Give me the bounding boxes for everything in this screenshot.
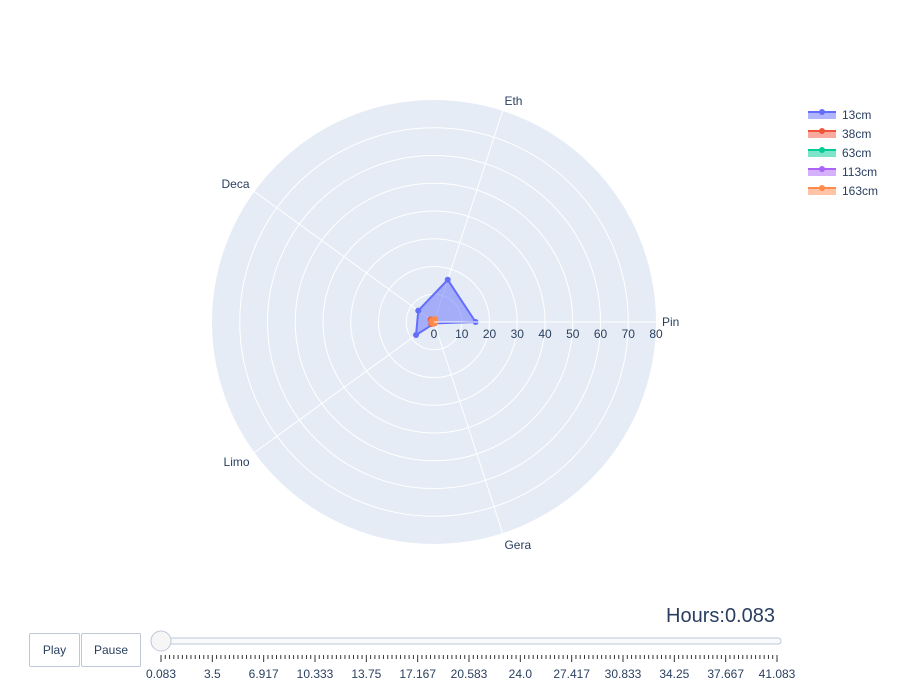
series-163cm xyxy=(428,315,439,327)
legend-marker xyxy=(819,109,825,115)
slider-tick-label: 34.25 xyxy=(659,667,689,681)
slider-tick-label: 13.75 xyxy=(351,667,381,681)
data-point-13cm xyxy=(415,307,422,314)
legend-marker xyxy=(819,128,825,134)
legend-label: 163cm xyxy=(842,184,878,198)
legend-marker xyxy=(819,147,825,153)
spoke-gera xyxy=(433,321,504,534)
legend-label: 38cm xyxy=(842,127,871,141)
data-point-163cm xyxy=(431,320,438,327)
legend-label: 13cm xyxy=(842,108,871,122)
slider-tick-label: 3.5 xyxy=(204,667,221,681)
pause-button[interactable]: Pause xyxy=(81,633,141,667)
radial-tick-label: 20 xyxy=(483,327,497,341)
data-point-13cm xyxy=(413,332,420,339)
legend[interactable]: 13cm 38cm 63cm 113cm 163cm xyxy=(808,108,878,198)
slider-current-value: Hours:0.083 xyxy=(666,605,775,627)
legend-label: 63cm xyxy=(842,146,871,160)
slider-tick-label: 6.917 xyxy=(249,667,279,681)
angular-label-pin: Pin xyxy=(662,315,679,329)
slider-tick-label: 24.0 xyxy=(509,667,533,681)
radial-tick-label: 70 xyxy=(622,327,636,341)
legend-item-113cm[interactable]: 113cm xyxy=(808,165,877,179)
radial-tick-label: 50 xyxy=(566,327,580,341)
angular-label-eth: Eth xyxy=(504,94,522,108)
legend-marker xyxy=(819,166,825,172)
legend-item-38cm[interactable]: 38cm xyxy=(808,127,871,141)
angular-label-gera: Gera xyxy=(504,538,531,552)
slider-tick-label: 20.583 xyxy=(451,667,488,681)
legend-item-13cm[interactable]: 13cm xyxy=(808,108,871,122)
angular-label-limo: Limo xyxy=(224,455,250,469)
angular-label-deca: Deca xyxy=(222,177,250,191)
radial-tick-label: 10 xyxy=(455,327,469,341)
radial-tick-label: 30 xyxy=(511,327,525,341)
legend-item-63cm[interactable]: 63cm xyxy=(808,146,871,160)
slider-tick-label: 10.333 xyxy=(297,667,334,681)
radial-tick-label: 0 xyxy=(431,327,438,341)
slider-handle[interactable] xyxy=(150,630,172,652)
play-button[interactable]: Play xyxy=(29,633,80,667)
slider-tick-label: 0.083 xyxy=(146,667,176,681)
spoke-deca xyxy=(254,191,435,323)
time-slider[interactable]: 0.083 3.5 6.917 10.333 13.75 17.167 20.583 24.0… xyxy=(146,630,796,681)
slider-tick-label: 41.083 xyxy=(759,667,796,681)
slider-tick-label: 17.167 xyxy=(399,667,436,681)
legend-marker xyxy=(819,185,825,191)
slider-tick-label: 37.667 xyxy=(707,667,744,681)
radial-tick-label: 40 xyxy=(538,327,552,341)
data-point-13cm xyxy=(444,276,451,283)
legend-item-163cm[interactable]: 163cm xyxy=(808,184,878,198)
slider-tick-label: 30.833 xyxy=(605,667,642,681)
radial-tick-labels: 0 10 20 30 40 50 60 70 80 xyxy=(431,321,663,341)
slider-track[interactable] xyxy=(156,637,782,645)
legend-label: 113cm xyxy=(842,165,877,179)
radial-tick-label: 80 xyxy=(649,327,663,341)
series-layer xyxy=(413,276,479,339)
angular-tick-labels: Pin Eth Deca Limo Gera xyxy=(222,94,680,552)
slider-tick-label: 27.417 xyxy=(553,667,590,681)
spoke-limo xyxy=(254,321,435,453)
radial-tick-label: 60 xyxy=(594,327,608,341)
